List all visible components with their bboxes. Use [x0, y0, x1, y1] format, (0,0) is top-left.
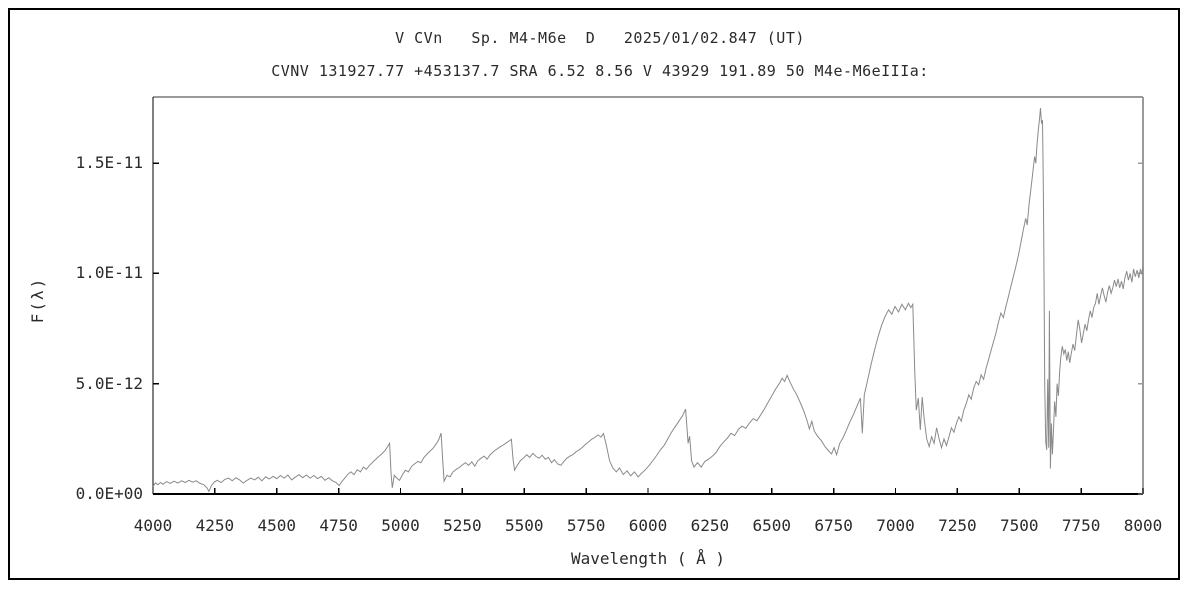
x-tick-label: 7000 [876, 516, 915, 535]
x-tick-label: 4500 [257, 516, 297, 535]
chart-subtitle-gcvs-data: CVNV 131927.77 +453137.7 SRA 6.52 8.56 V… [271, 62, 929, 80]
x-tick-label: 6500 [752, 516, 792, 535]
x-tick-label: 4250 [195, 516, 235, 535]
y-tick-label: 0.0E+00 [75, 484, 143, 503]
y-tick-label: 1.0E-11 [75, 263, 143, 283]
x-tick-label: 7500 [999, 516, 1039, 535]
y-tick-label: 1.5E-11 [75, 153, 143, 173]
x-tick-label: 5000 [381, 516, 420, 535]
x-axis-title: Wavelength ( Å ) [570, 549, 726, 568]
x-tick-label: 5250 [443, 516, 482, 535]
x-tick-label: 7250 [938, 516, 977, 535]
page-border [8, 8, 1180, 580]
x-tick-label: 4750 [319, 516, 358, 535]
spectrum-curve [152, 107, 1144, 493]
x-tick-label: 6750 [814, 516, 853, 535]
x-tick-label: 7750 [1061, 516, 1101, 535]
x-tick-label: 4000 [133, 516, 173, 535]
y-tick-label: 5.0E-12 [75, 373, 143, 393]
x-tick-label: 5750 [566, 516, 606, 535]
x-tick-label: 6250 [690, 516, 730, 535]
chart-title: V CVn Sp. M4-M6e D 2025/01/02.847 (UT) [395, 29, 805, 47]
x-tick-label: 8000 [1123, 516, 1163, 535]
x-tick-label: 5500 [504, 516, 544, 535]
x-tick-label: 6000 [628, 516, 668, 535]
